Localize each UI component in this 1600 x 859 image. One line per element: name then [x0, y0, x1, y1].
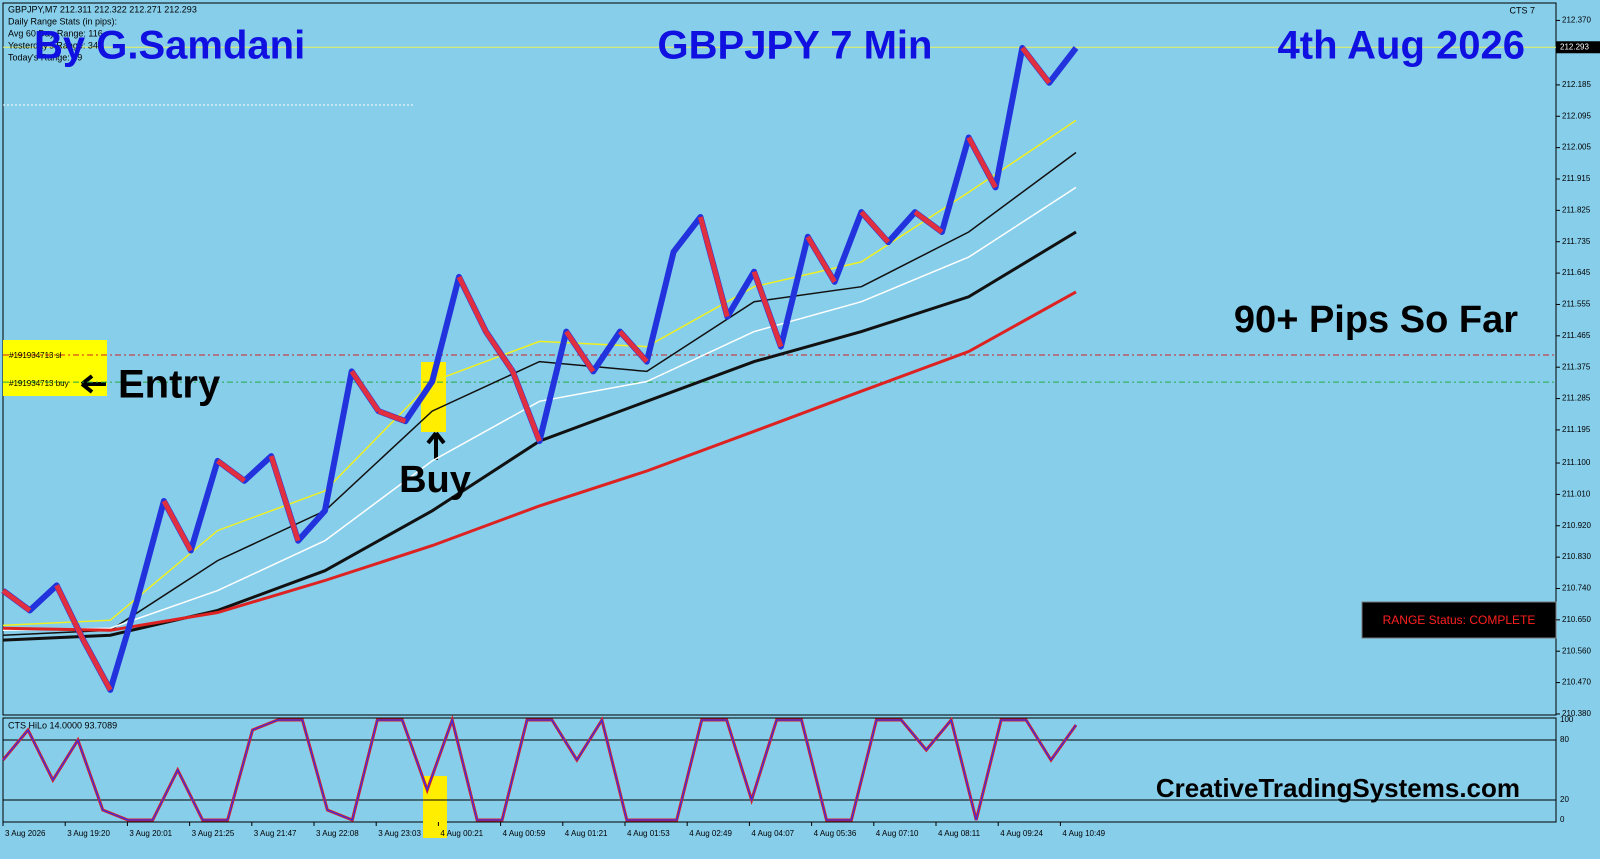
osc-tick-label: 20	[1560, 795, 1569, 804]
x-tick-label: 4 Aug 05:36	[814, 829, 857, 838]
range-status: RANGE Status: COMPLETE	[1383, 613, 1536, 627]
osc-line-blue	[2, 717, 1077, 821]
down-leg	[54, 584, 86, 642]
oscillator-label: CTS HiLo 14.0000 93.7089	[8, 720, 117, 730]
stats-line: Avg 60 Day Range: 116	[8, 28, 103, 38]
stats-line: Daily Range Stats (in pips):	[8, 16, 117, 26]
y-tick-label: 211.100	[1562, 458, 1591, 467]
y-tick-label: 211.735	[1562, 237, 1591, 246]
x-tick-label: 3 Aug 19:20	[67, 829, 110, 838]
down-leg	[618, 329, 649, 364]
order-sl: #191934713 sl	[9, 351, 62, 360]
y-tick-label: 211.555	[1562, 300, 1591, 309]
y-tick-label: 212.005	[1562, 143, 1591, 152]
down-leg	[913, 210, 944, 234]
ma-line	[2, 151, 1077, 636]
down-leg	[483, 330, 515, 373]
down-leg	[1, 588, 32, 613]
down-leg	[81, 639, 113, 692]
y-tick-label: 212.370	[1562, 16, 1591, 25]
x-tick-label: 4 Aug 08:11	[938, 829, 981, 838]
down-leg	[216, 458, 246, 483]
x-tick-label: 4 Aug 01:21	[565, 829, 608, 838]
down-leg	[377, 408, 407, 424]
x-tick-label: 3 Aug 20:01	[129, 829, 172, 838]
buy-label: Buy	[399, 459, 471, 501]
x-tick-label: 4 Aug 09:24	[1000, 829, 1043, 838]
ma-line	[2, 186, 1077, 632]
x-tick-label: 3 Aug 22:08	[316, 829, 359, 838]
down-leg	[1020, 46, 1052, 85]
down-leg	[805, 235, 837, 284]
y-tick-label: 210.830	[1562, 552, 1591, 561]
title: GBPJPY 7 Min	[658, 24, 933, 68]
y-tick-label: 210.380	[1562, 709, 1591, 718]
layer	[1, 19, 1560, 823]
down-leg	[510, 370, 542, 442]
indicator-name: CTS 7	[1509, 5, 1535, 15]
y-tick-label: 211.915	[1562, 174, 1591, 183]
y-tick-label: 210.560	[1562, 646, 1591, 655]
date: 4th Aug 2026	[1278, 24, 1525, 68]
x-tick-label: 4 Aug 02:49	[689, 829, 732, 838]
buy-arrow	[426, 431, 446, 460]
down-leg	[698, 216, 730, 318]
y-tick-label: 212.095	[1562, 111, 1591, 120]
y-tick-label: 211.010	[1562, 490, 1591, 499]
y-tick-label: 210.920	[1562, 521, 1591, 530]
down-leg	[268, 455, 301, 542]
x-tick-label: 4 Aug 00:21	[440, 829, 483, 838]
y-tick-label: 210.650	[1562, 615, 1591, 624]
x-tick-label: 3 Aug 21:47	[254, 829, 297, 838]
stats-line: Today's Range: 69	[8, 52, 82, 62]
down-leg	[751, 270, 784, 348]
current-price-label: 212.293	[1560, 42, 1589, 51]
order-buy: #191934713 buy	[9, 379, 69, 388]
current-price-box	[1556, 41, 1600, 54]
x-tick-label: 4 Aug 07:10	[876, 829, 919, 838]
x-tick-label: 3 Aug 21:25	[192, 829, 235, 838]
ma-line	[2, 290, 1077, 632]
entry-label: Entry	[118, 363, 221, 407]
y-tick-label: 211.825	[1562, 205, 1591, 214]
down-leg	[966, 136, 998, 189]
down-leg	[456, 275, 489, 333]
website: CreativeTradingSystems.com	[1156, 773, 1520, 803]
osc-tick-label: 0	[1560, 815, 1565, 824]
author: By G.Samdani	[34, 24, 305, 68]
symbol-info: GBPJPY,M7 212.311 212.322 212.271 212.29…	[8, 4, 197, 14]
x-tick-label: 4 Aug 04:07	[751, 829, 794, 838]
status-box	[1361, 601, 1557, 639]
x-tick-label: 4 Aug 10:49	[1062, 829, 1105, 838]
down-leg	[564, 330, 596, 373]
osc-tick-label: 80	[1560, 735, 1569, 744]
x-tick-label: 4 Aug 01:53	[627, 829, 670, 838]
ma-line	[2, 119, 1077, 627]
x-tick-label: 3 Aug 2026	[5, 829, 46, 838]
y-tick-label: 211.195	[1562, 425, 1591, 434]
y-tick-label: 211.465	[1562, 331, 1591, 340]
pips-note: 90+ Pips So Far	[1234, 299, 1518, 341]
down-leg	[161, 499, 193, 552]
x-tick-label: 4 Aug 00:59	[503, 829, 546, 838]
osc-tick-label: 100	[1560, 715, 1574, 724]
y-tick-label: 211.285	[1562, 394, 1591, 403]
x-tick-label: 3 Aug 23:03	[378, 829, 421, 838]
y-tick-label: 212.185	[1562, 80, 1591, 89]
order-box	[3, 340, 107, 396]
down-leg	[349, 369, 381, 413]
y-tick-label: 210.740	[1562, 584, 1591, 593]
oscillator-frame	[2, 717, 1557, 823]
y-tick-label: 211.645	[1562, 268, 1591, 277]
y-tick-label: 210.470	[1562, 678, 1591, 687]
stats-line: Yesterday's Range: 344	[8, 40, 103, 50]
y-tick-label: 211.375	[1562, 362, 1591, 371]
down-leg	[859, 210, 891, 244]
